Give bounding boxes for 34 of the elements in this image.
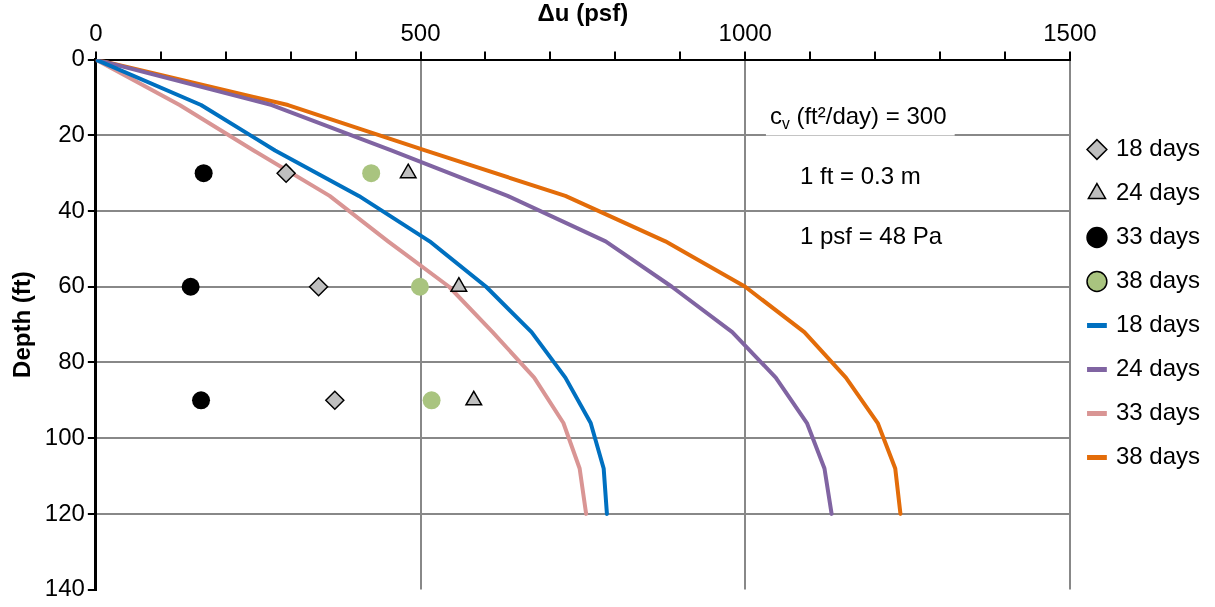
legend-label: 33 days xyxy=(1115,222,1200,250)
y-tick-label: 140 xyxy=(44,574,85,602)
legend-label: 18 days xyxy=(1115,310,1200,338)
point xyxy=(181,277,200,296)
x-tick-label: 500 xyxy=(400,18,441,46)
point xyxy=(276,163,296,183)
point xyxy=(399,163,417,179)
legend-label: 24 days xyxy=(1115,178,1200,206)
point xyxy=(422,391,441,410)
y-tick-label: 0 xyxy=(71,44,85,72)
y-tick-label: 40 xyxy=(58,195,85,223)
x-tick-label: 1500 xyxy=(1043,18,1097,46)
point xyxy=(194,164,213,183)
point xyxy=(362,164,381,183)
x-tick-label: 0 xyxy=(89,18,103,46)
legend-label: 33 days xyxy=(1115,398,1200,426)
y-tick-label: 100 xyxy=(44,422,85,450)
point xyxy=(308,276,329,297)
y-axis-title: Depth (ft) xyxy=(8,271,36,378)
y-tick-label: 120 xyxy=(44,498,85,526)
legend-label: 24 days xyxy=(1115,354,1200,382)
annotation: 1 ft = 0.3 m xyxy=(799,162,921,190)
point xyxy=(192,391,211,410)
x-axis-title: Δu (psf) xyxy=(537,0,629,27)
y-tick-label: 20 xyxy=(58,119,85,147)
point xyxy=(325,390,345,411)
legend-label: 38 days xyxy=(1115,442,1200,470)
x-tick-label: 1000 xyxy=(718,18,772,46)
annotation: 1 psf = 48 Pa xyxy=(799,222,943,250)
legend-label: 38 days xyxy=(1115,266,1200,294)
y-tick-label: 60 xyxy=(58,271,85,299)
point xyxy=(410,277,429,296)
y-tick-label: 80 xyxy=(58,347,85,375)
legend-label: 18 days xyxy=(1115,134,1200,162)
